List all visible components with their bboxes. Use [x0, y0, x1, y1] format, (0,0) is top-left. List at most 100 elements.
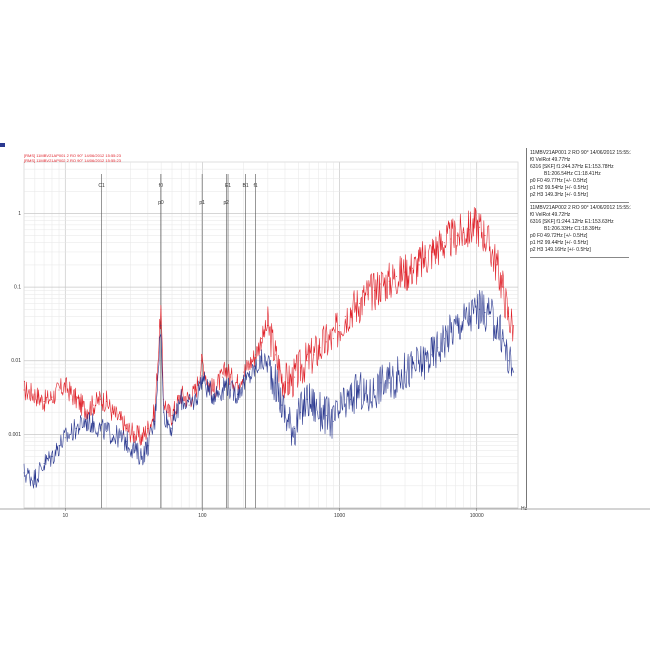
series-point	[229, 376, 231, 378]
series-point	[225, 367, 227, 369]
series-point	[243, 371, 245, 373]
series-point	[236, 382, 238, 384]
series-point	[147, 428, 149, 430]
info-line: p1 H2 99.54Hz [+/- 0.5Hz]	[530, 185, 588, 191]
series-point	[212, 389, 214, 391]
legend-entry-2: [RMS] 11MBV21AP002 2 RO 90° 14/06/2012 1…	[24, 158, 121, 163]
x-tick-label: 100	[198, 513, 207, 519]
series-point	[225, 382, 227, 384]
frequency-markers: C1f0p0p1p2E1B1f1	[98, 174, 258, 508]
info-line: 6316 [SKF] f1:244.12Hz E1:153.63Hz	[530, 219, 614, 225]
series-point	[23, 389, 25, 391]
series-point	[261, 360, 263, 362]
series-point	[380, 283, 382, 285]
marker-label-p1: p1	[199, 200, 205, 206]
series-point	[431, 251, 433, 253]
series-point	[141, 437, 143, 439]
series-point	[126, 441, 128, 443]
series-point	[418, 264, 420, 266]
series-point	[119, 437, 121, 439]
series-point	[119, 418, 121, 420]
series-line-2	[23, 290, 514, 489]
series-point	[437, 347, 439, 349]
series-point	[255, 367, 257, 369]
chart-legend: [RMS] 11MBV21AP001 2 RO 90° 14/06/2012 1…	[24, 153, 121, 163]
series-point	[255, 354, 257, 356]
series-point	[484, 235, 486, 237]
series-point	[267, 325, 269, 327]
series-point	[92, 404, 94, 406]
series-point	[64, 437, 66, 439]
y-tick-label: 0.001	[8, 432, 21, 438]
series-point	[287, 382, 289, 384]
marker-label-p2: p2	[224, 200, 230, 206]
series-point	[171, 428, 173, 430]
series-point	[344, 315, 346, 317]
series-point	[243, 382, 245, 384]
series-point	[306, 360, 308, 362]
info-line: p2 H3 149.16Hz [+/- 0.5Hz]	[530, 247, 591, 253]
legend-text-2: 11MBV21AP002 2 RO 90° 14/06/2012 15:55:2…	[36, 158, 121, 163]
series-point	[496, 264, 498, 266]
series-point	[380, 382, 382, 384]
series-point	[281, 376, 283, 378]
series-point	[502, 338, 504, 340]
series-point	[507, 360, 509, 362]
series-point	[92, 423, 94, 425]
info-divider	[530, 202, 629, 203]
series-point	[162, 411, 164, 413]
series-point	[325, 415, 327, 417]
data-series	[23, 207, 514, 489]
series-point	[171, 415, 173, 417]
legend-entry-1: [RMS] 11MBV21AP001 2 RO 90° 14/06/2012 1…	[24, 153, 121, 158]
marker-label-f1: f1	[254, 183, 258, 189]
marker-label-p0: p0	[158, 200, 164, 206]
info-line: f0 VelRot 49.77Hz	[530, 157, 571, 163]
series-point	[512, 325, 514, 327]
series-point	[34, 393, 36, 395]
series-point	[75, 428, 77, 430]
series-point	[106, 430, 108, 432]
series-point	[388, 382, 390, 384]
series-point	[367, 293, 369, 295]
series-point	[313, 354, 315, 356]
series-point	[248, 376, 250, 378]
series-point	[418, 363, 420, 365]
legend-tag-1: [RMS]	[24, 153, 36, 158]
series-point	[111, 433, 113, 435]
info-line: B1:206.33Hz C1:18.39Hz	[544, 226, 601, 232]
series-point	[339, 411, 341, 413]
series-point	[281, 404, 283, 406]
series-point	[359, 389, 361, 391]
series-point	[388, 280, 390, 282]
series-point	[496, 325, 498, 327]
series-point	[23, 472, 25, 474]
x-tick-label: 10000	[470, 513, 484, 519]
series-point	[359, 302, 361, 304]
series-point	[489, 246, 491, 248]
series-point	[349, 308, 351, 310]
series-point	[221, 389, 223, 391]
info-line: p0 F0 49.77Hz [+/- 0.5Hz]	[530, 178, 588, 184]
series-point	[34, 478, 36, 480]
series-point	[319, 411, 321, 413]
series-point	[141, 456, 143, 458]
series-point	[167, 420, 169, 422]
series-point	[167, 411, 169, 413]
series-point	[84, 420, 86, 422]
series-point	[75, 398, 77, 400]
series-point	[367, 398, 369, 400]
series-point	[147, 445, 149, 447]
series-point	[51, 396, 53, 398]
series-point	[404, 271, 406, 273]
series-point	[99, 398, 101, 400]
series-point	[489, 315, 491, 317]
series-point	[274, 382, 276, 384]
y-tick-label: 0.1	[14, 285, 21, 291]
series-point	[332, 420, 334, 422]
cursor-info-panel: 11MBV21AP001 2 RO 90° 14/06/2012 15:55:2…	[526, 148, 631, 508]
series-point	[502, 286, 504, 288]
series-point	[507, 315, 509, 317]
series-point	[99, 428, 101, 430]
